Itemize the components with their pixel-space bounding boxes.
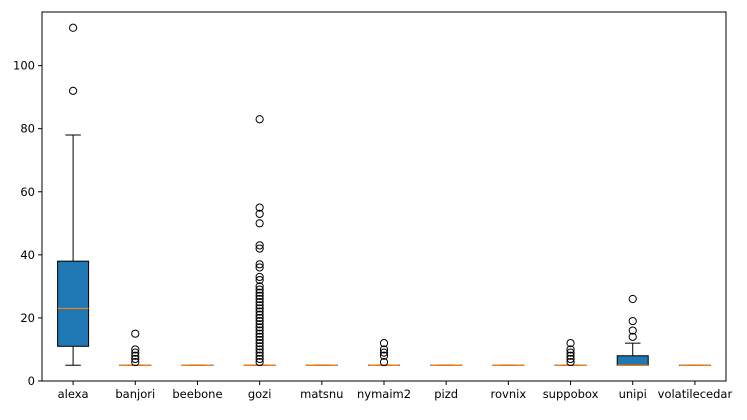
box-nymaim2 xyxy=(369,340,400,366)
box-gozi xyxy=(244,116,275,366)
y-tick-label: 40 xyxy=(20,248,35,262)
x-tick-label: matsnu xyxy=(300,387,343,401)
y-tick-label: 100 xyxy=(13,59,35,73)
x-tick-label: volatilecedar xyxy=(658,387,733,401)
outlier-point xyxy=(256,116,263,123)
x-tick-label: pizd xyxy=(434,387,458,401)
box-banjori xyxy=(120,330,151,366)
x-tick-label: nymaim2 xyxy=(357,387,411,401)
x-tick-label: alexa xyxy=(58,387,89,401)
box-iqr xyxy=(617,356,648,365)
outlier-point xyxy=(69,87,76,94)
y-tick-label: 80 xyxy=(20,122,35,136)
y-tick-label: 60 xyxy=(20,185,35,199)
x-tick-label: unipi xyxy=(619,387,647,401)
x-tick-label: beebone xyxy=(172,387,222,401)
box-unipi xyxy=(617,295,648,365)
outlier-point xyxy=(132,330,139,337)
box-alexa xyxy=(58,24,89,365)
x-tick-label: rovnix xyxy=(491,387,527,401)
axes-frame xyxy=(42,12,726,381)
x-tick-label: banjori xyxy=(115,387,155,401)
y-tick-label: 0 xyxy=(28,374,35,388)
outlier-point xyxy=(629,317,636,324)
outlier-point xyxy=(629,295,636,302)
y-tick-label: 20 xyxy=(20,311,35,325)
x-tick-label: suppobox xyxy=(543,387,599,401)
outlier-point xyxy=(256,220,263,227)
axes: 0 20 40 60 80 100 alexa banjori beebone gozi matsn… xyxy=(13,12,732,401)
x-tick-label: gozi xyxy=(248,387,272,401)
outlier-point xyxy=(69,24,76,31)
plot-area xyxy=(58,24,711,366)
box-iqr xyxy=(58,261,89,346)
box-suppobox xyxy=(555,340,586,366)
